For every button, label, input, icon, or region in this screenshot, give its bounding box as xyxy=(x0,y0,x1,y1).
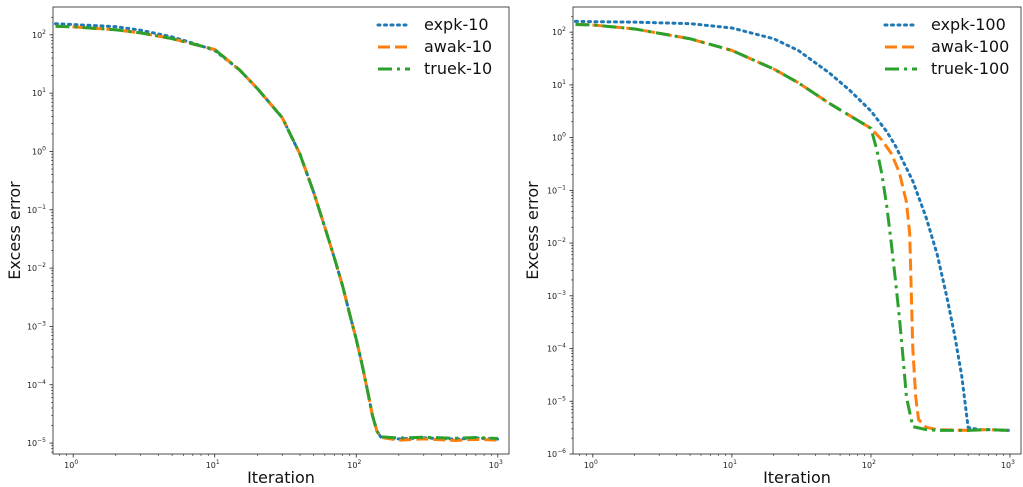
y-tick-label: 102 xyxy=(552,26,566,37)
y-tick-label: 10−6 xyxy=(547,448,566,459)
y-tick-label: 10−3 xyxy=(547,290,566,301)
x-tick-label: 103 xyxy=(1001,459,1015,470)
plot-frame xyxy=(572,6,1022,455)
series-line-awak-10 xyxy=(55,24,498,442)
legend-label: awak-100 xyxy=(931,37,1009,56)
x-tick-label: 101 xyxy=(206,459,220,470)
y-tick-label: 10−3 xyxy=(27,320,46,331)
legend-label: truek-100 xyxy=(931,59,1009,78)
legend-label: awak-10 xyxy=(424,37,492,56)
y-tick-label: 100 xyxy=(552,132,566,143)
y-tick-label: 10−1 xyxy=(27,204,46,215)
series-line-awak-100 xyxy=(575,22,1011,432)
x-tick-label: 103 xyxy=(489,459,503,470)
legend: expk-100 awak-100 truek-100 xyxy=(883,15,1009,78)
x-tick-label: 102 xyxy=(862,459,876,470)
series-line-truek-10 xyxy=(55,24,498,440)
y-tick-label: 10−2 xyxy=(547,237,566,248)
series-line-expk-10 xyxy=(54,22,500,441)
y-tick-label: 10−5 xyxy=(27,437,46,448)
series-line-expk-100 xyxy=(573,19,1012,432)
y-tick-label: 10−4 xyxy=(547,343,566,354)
y-axis-label: Excess error xyxy=(5,181,24,280)
plot-frame xyxy=(52,6,510,455)
legend-label: truek-10 xyxy=(424,59,492,78)
chart-panel-2: 100 101 102 103 10−6 10−5 10−4 10−3 10−2 10−1 100 1… xyxy=(523,6,1022,487)
x-tick-label: 101 xyxy=(723,459,737,470)
x-tick-label: 102 xyxy=(347,459,361,470)
legend: expk-10 awak-10 truek-10 xyxy=(376,15,492,78)
chart-panel-1: 100 101 102 103 10−5 10−4 10−3 10−2 10−1 100 101 10… xyxy=(5,6,510,487)
y-tick-label: 101 xyxy=(32,87,46,98)
y-tick-label: 10−4 xyxy=(27,379,46,390)
y-axis-label: Excess error xyxy=(523,181,542,280)
y-tick-label: 102 xyxy=(32,29,46,40)
x-axis-label: Iteration xyxy=(247,468,315,487)
x-tick-label: 100 xyxy=(64,459,78,470)
series-line-truek-100 xyxy=(575,22,1011,432)
x-tick-label: 100 xyxy=(584,459,598,470)
y-tick-label: 10−2 xyxy=(27,262,46,273)
legend-label: expk-10 xyxy=(424,15,489,34)
y-tick-label: 10−5 xyxy=(547,395,566,406)
y-tick-label: 100 xyxy=(32,145,46,156)
x-axis-label: Iteration xyxy=(763,468,831,487)
y-tick-label: 101 xyxy=(552,79,566,90)
legend-label: expk-100 xyxy=(931,15,1006,34)
y-tick-label: 10−1 xyxy=(547,184,566,195)
